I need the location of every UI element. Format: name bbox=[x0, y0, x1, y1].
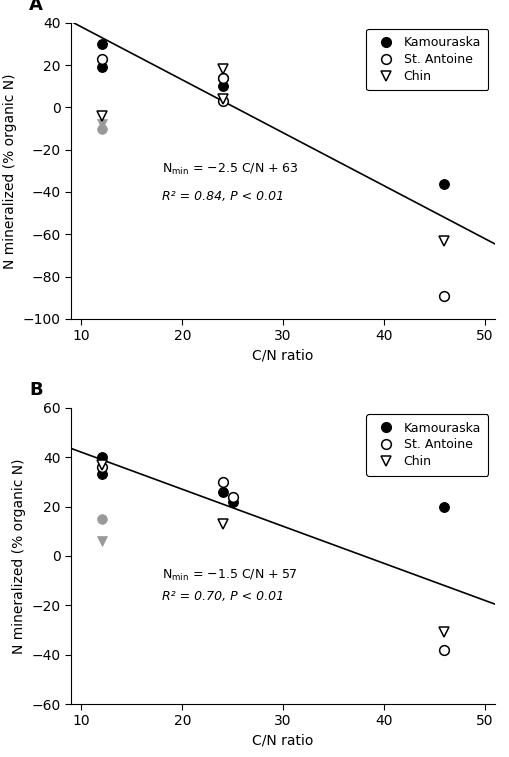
Text: N$_{\mathrm{min}}$ = −2.5 C/N + 63: N$_{\mathrm{min}}$ = −2.5 C/N + 63 bbox=[162, 162, 298, 177]
Y-axis label: N mineralized (% organic N): N mineralized (% organic N) bbox=[4, 73, 17, 269]
Text: A: A bbox=[29, 0, 43, 14]
Text: N$_{\mathrm{min}}$ = −1.5 C/N + 57: N$_{\mathrm{min}}$ = −1.5 C/N + 57 bbox=[162, 569, 297, 584]
Y-axis label: N mineralized (% organic N): N mineralized (% organic N) bbox=[12, 458, 26, 653]
Text: B: B bbox=[29, 381, 43, 399]
Text: R² = 0.84, P < 0.01: R² = 0.84, P < 0.01 bbox=[162, 190, 284, 203]
Legend: Kamouraska, St. Antoine, Chin: Kamouraska, St. Antoine, Chin bbox=[365, 414, 488, 475]
X-axis label: C/N ratio: C/N ratio bbox=[252, 734, 313, 748]
Legend: Kamouraska, St. Antoine, Chin: Kamouraska, St. Antoine, Chin bbox=[365, 29, 488, 90]
X-axis label: C/N ratio: C/N ratio bbox=[252, 349, 313, 363]
Text: R² = 0.70, P < 0.01: R² = 0.70, P < 0.01 bbox=[162, 590, 284, 603]
